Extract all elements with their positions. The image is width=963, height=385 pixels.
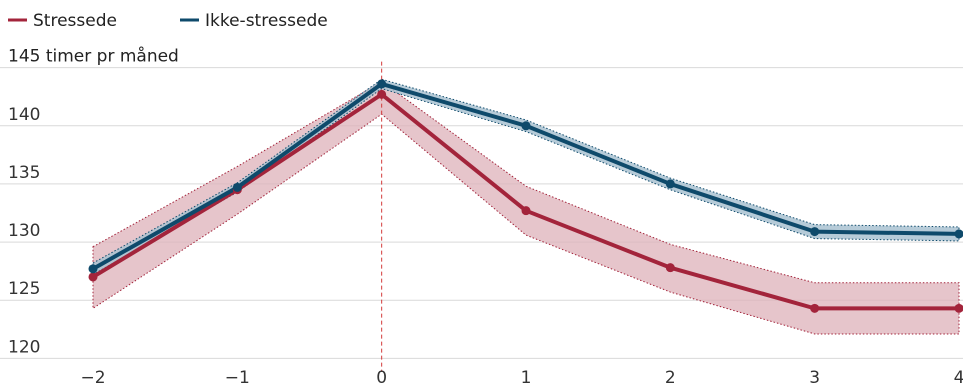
x-axis-tick-labels: −2 −1 0 1 2 3 4 xyxy=(80,368,963,385)
x-tick-label: 2 xyxy=(665,368,676,385)
y-tick-label: 120 xyxy=(8,337,40,357)
x-tick-label: 3 xyxy=(809,368,820,385)
data-point-ikke-stressede xyxy=(232,182,242,192)
legend-item-ikke-stressede: Ikke-stressede xyxy=(180,11,328,31)
data-point-ikke-stressede xyxy=(954,229,963,239)
data-point-stressede xyxy=(88,272,98,282)
data-point-ikke-stressede xyxy=(665,179,675,189)
legend: Stressede Ikke-stressede xyxy=(8,11,328,31)
x-tick-label: 0 xyxy=(376,368,387,385)
legend-label-ikke-stressede: Ikke-stressede xyxy=(205,11,328,31)
data-point-ikke-stressede xyxy=(377,79,387,89)
confidence-band-ikke-stressede xyxy=(92,78,960,276)
y-tick-label: 130 xyxy=(8,221,40,241)
data-point-stressede xyxy=(810,303,820,313)
data-point-stressede xyxy=(665,263,675,273)
x-tick-label: 1 xyxy=(521,368,532,385)
y-tick-label: 145 timer pr måned xyxy=(8,46,179,67)
series-points xyxy=(88,79,963,313)
data-point-ikke-stressede xyxy=(521,121,531,131)
data-point-stressede xyxy=(521,206,531,216)
x-tick-label: −1 xyxy=(225,368,250,385)
legend-label-stressede: Stressede xyxy=(33,11,117,31)
x-tick-label: −2 xyxy=(80,368,105,385)
legend-item-stressede: Stressede xyxy=(8,11,117,31)
data-point-stressede xyxy=(954,303,963,313)
y-tick-label: 135 xyxy=(8,163,40,183)
y-tick-label: 125 xyxy=(8,279,40,299)
data-point-ikke-stressede xyxy=(810,227,820,237)
data-point-stressede xyxy=(377,89,387,99)
data-point-ikke-stressede xyxy=(88,264,98,274)
y-axis-tick-labels: 120 125 130 135 140 145 timer pr måned xyxy=(8,46,179,358)
y-tick-label: 140 xyxy=(8,105,40,125)
x-tick-label: 4 xyxy=(954,368,963,385)
